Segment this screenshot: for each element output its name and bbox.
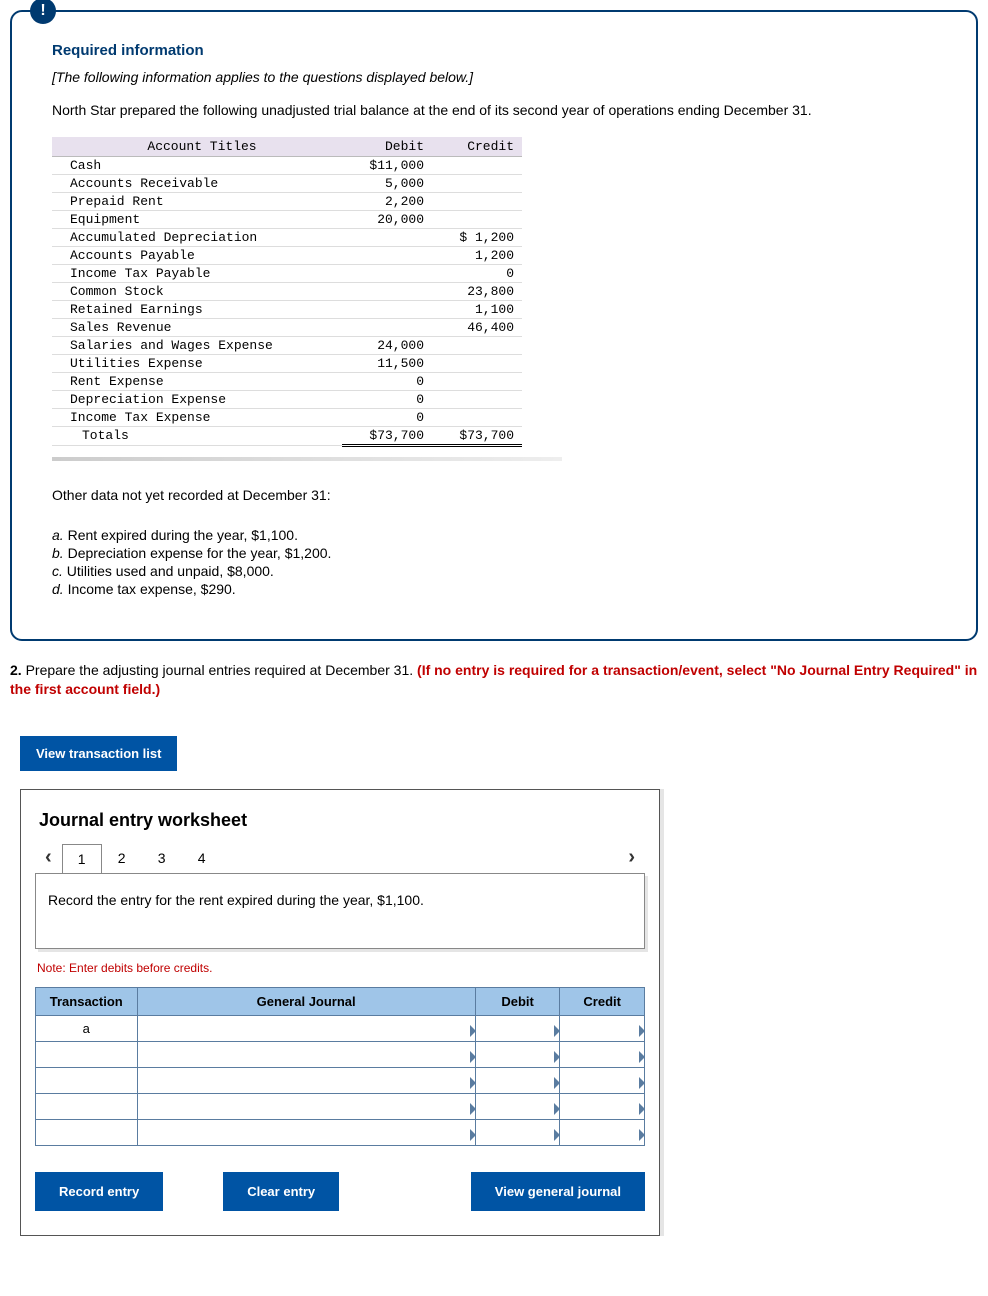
debit-cell[interactable] (475, 1067, 560, 1093)
journal-entry-worksheet: Journal entry worksheet ‹ 1234 › Record … (20, 789, 660, 1236)
table-row (36, 1093, 645, 1119)
table-row: Rent Expense0 (52, 372, 522, 390)
credit-cell[interactable] (560, 1067, 645, 1093)
credit-cell[interactable] (560, 1119, 645, 1145)
general-journal-cell[interactable] (137, 1119, 475, 1145)
required-information-panel: ! Required information [The following in… (10, 10, 978, 641)
question-number: 2. (10, 662, 22, 678)
je-header-general-journal: General Journal (137, 987, 475, 1015)
list-item: a. Rent expired during the year, $1,100. (52, 527, 936, 543)
scenario-text: North Star prepared the following unadju… (52, 101, 936, 121)
txn-cell (36, 1119, 138, 1145)
general-journal-cell[interactable] (137, 1093, 475, 1119)
debit-cell[interactable] (475, 1119, 560, 1145)
journal-entry-table: Transaction General Journal Debit Credit… (35, 987, 645, 1146)
table-row (36, 1041, 645, 1067)
totals-row: Totals$73,700$73,700 (52, 426, 522, 445)
col-header-account: Account Titles (52, 137, 342, 157)
txn-cell (36, 1093, 138, 1119)
trial-balance-table: Account Titles Debit Credit Cash$11,000A… (52, 137, 936, 461)
table-row: Retained Earnings1,100 (52, 300, 522, 318)
general-journal-cell[interactable] (137, 1041, 475, 1067)
info-badge-icon: ! (30, 0, 56, 24)
txn-cell (36, 1041, 138, 1067)
table-row: Income Tax Payable0 (52, 264, 522, 282)
table-row: Common Stock23,800 (52, 282, 522, 300)
txn-cell (36, 1067, 138, 1093)
adjustment-list: a. Rent expired during the year, $1,100.… (52, 527, 936, 597)
required-info-title: Required information (52, 42, 936, 59)
worksheet-tab-nav: ‹ 1234 › (35, 843, 645, 873)
col-header-credit: Credit (432, 137, 522, 157)
list-item: b. Depreciation expense for the year, $1… (52, 545, 936, 561)
chevron-left-icon[interactable]: ‹ (35, 846, 62, 869)
view-transaction-list-button[interactable]: View transaction list (20, 736, 177, 771)
general-journal-cell[interactable] (137, 1015, 475, 1041)
table-row: Accumulated Depreciation$ 1,200 (52, 228, 522, 246)
debits-before-credits-note: Note: Enter debits before credits. (37, 961, 645, 975)
table-row: Cash$11,000 (52, 156, 522, 174)
applies-note: [The following information applies to th… (52, 69, 936, 85)
table-row: Prepaid Rent2,200 (52, 192, 522, 210)
tab-4[interactable]: 4 (182, 843, 222, 873)
table-row: Accounts Payable1,200 (52, 246, 522, 264)
table-row (36, 1067, 645, 1093)
question-body: Prepare the adjusting journal entries re… (22, 662, 417, 678)
clear-entry-button[interactable]: Clear entry (223, 1172, 339, 1211)
chevron-right-icon[interactable]: › (618, 846, 645, 869)
other-data-heading: Other data not yet recorded at December … (52, 487, 936, 503)
debit-cell[interactable] (475, 1041, 560, 1067)
col-header-debit: Debit (342, 137, 432, 157)
tab-2[interactable]: 2 (102, 843, 142, 873)
tab-1[interactable]: 1 (62, 844, 102, 874)
txn-cell: a (36, 1015, 138, 1041)
question-text: 2. Prepare the adjusting journal entries… (10, 661, 978, 700)
list-item: c. Utilities used and unpaid, $8,000. (52, 563, 936, 579)
credit-cell[interactable] (560, 1093, 645, 1119)
table-row: Equipment20,000 (52, 210, 522, 228)
credit-cell[interactable] (560, 1041, 645, 1067)
table-row: Accounts Receivable5,000 (52, 174, 522, 192)
table-row: a (36, 1015, 645, 1041)
je-header-debit: Debit (475, 987, 560, 1015)
debit-cell[interactable] (475, 1093, 560, 1119)
table-row: Salaries and Wages Expense24,000 (52, 336, 522, 354)
table-row (36, 1119, 645, 1145)
table-row: Income Tax Expense0 (52, 408, 522, 426)
je-header-credit: Credit (560, 987, 645, 1015)
table-row: Utilities Expense11,500 (52, 354, 522, 372)
credit-cell[interactable] (560, 1015, 645, 1041)
tab-3[interactable]: 3 (142, 843, 182, 873)
general-journal-cell[interactable] (137, 1067, 475, 1093)
entry-instruction: Record the entry for the rent expired du… (35, 873, 645, 949)
worksheet-title: Journal entry worksheet (39, 810, 641, 831)
debit-cell[interactable] (475, 1015, 560, 1041)
record-entry-button[interactable]: Record entry (35, 1172, 163, 1211)
table-footer-bar (52, 457, 562, 461)
table-row: Depreciation Expense0 (52, 390, 522, 408)
je-header-transaction: Transaction (36, 987, 138, 1015)
list-item: d. Income tax expense, $290. (52, 581, 936, 597)
view-general-journal-button[interactable]: View general journal (471, 1172, 645, 1211)
table-row: Sales Revenue46,400 (52, 318, 522, 336)
